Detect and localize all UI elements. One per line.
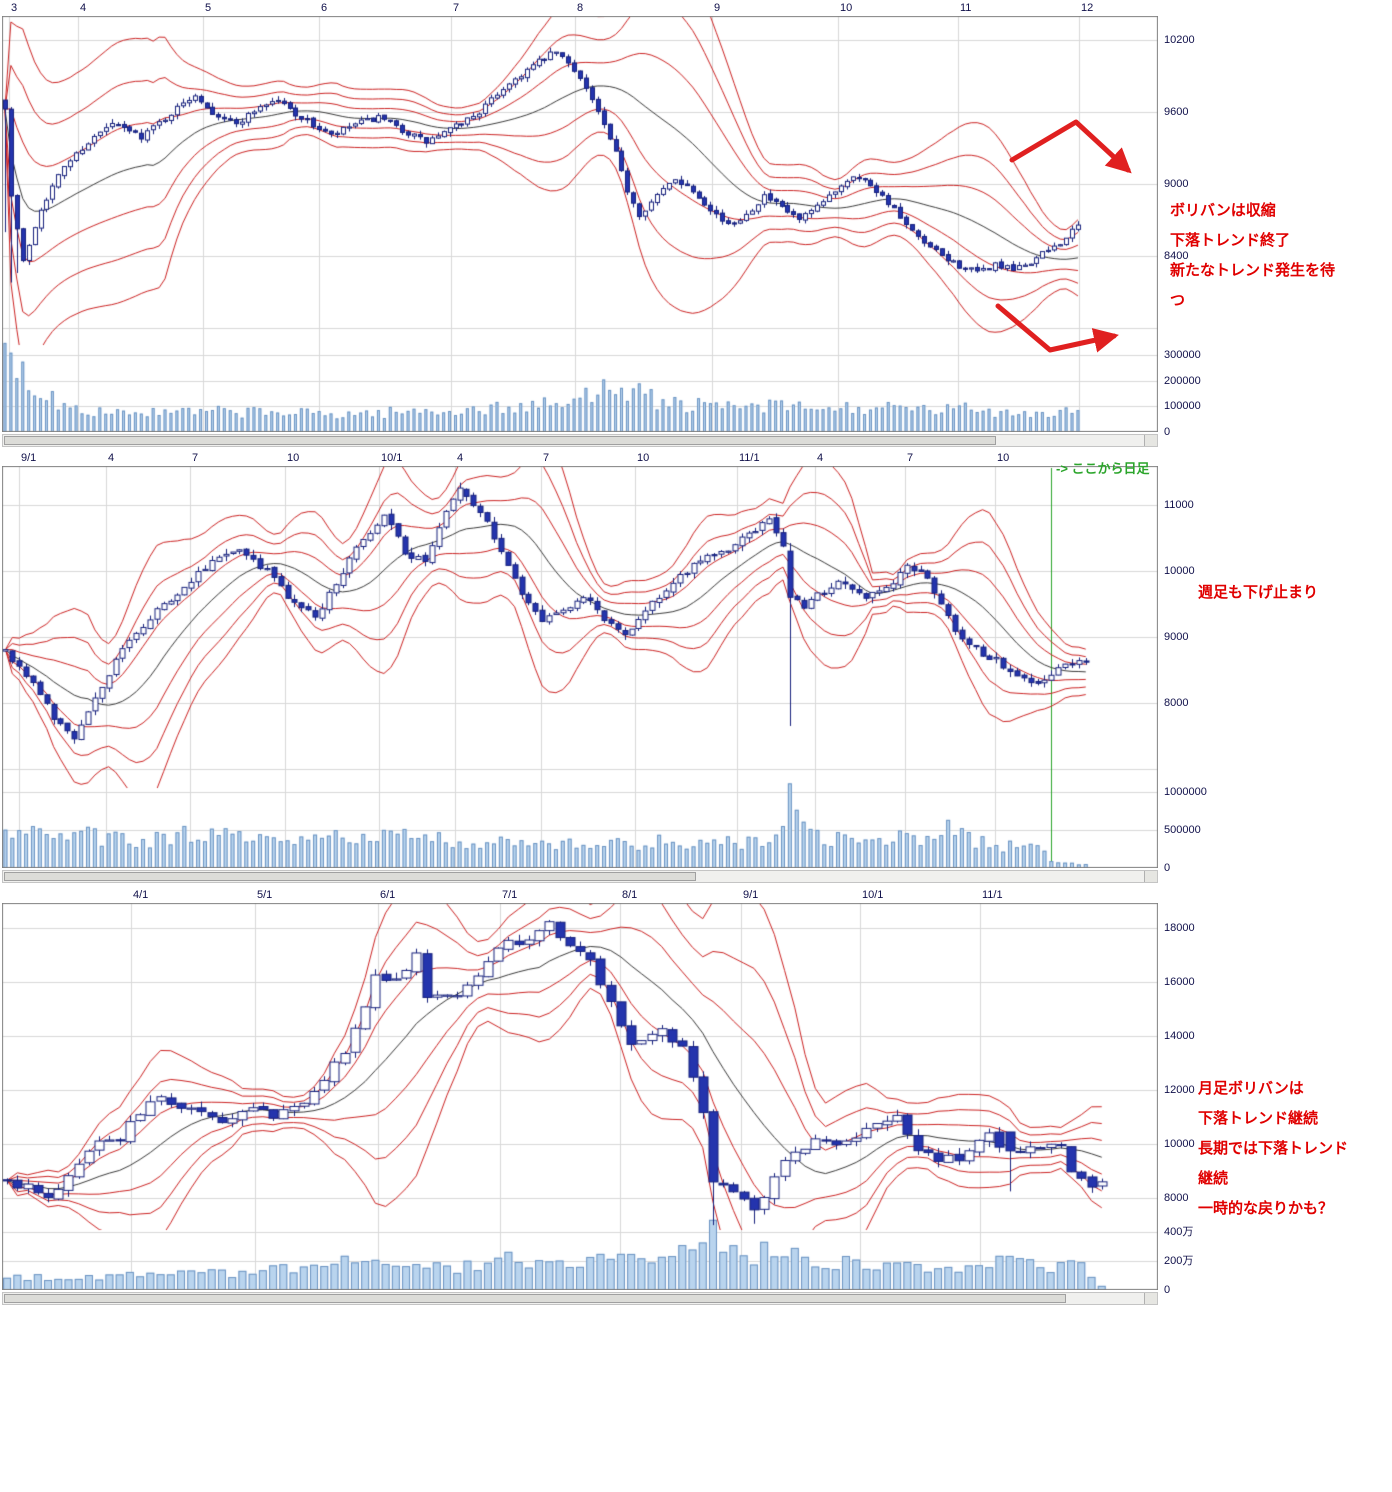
monthly-y-axis-label: 16000 — [1164, 976, 1195, 988]
daily-x-axis-label: 10 — [840, 2, 853, 14]
monthly-scrollbar[interactable] — [2, 1292, 1158, 1305]
daily-x-axis-label: 3 — [11, 2, 18, 14]
daily-volume-axis-label: 0 — [1164, 426, 1171, 438]
monthly-annotation-line: 長期では下落トレンド — [1198, 1140, 1349, 1157]
monthly-x-axis-label: 4/1 — [133, 889, 149, 901]
daily-y-axis-label: 9600 — [1164, 106, 1189, 118]
weekly-x-axis-label: 7 — [192, 452, 199, 464]
monthly-x-axis-label: 8/1 — [622, 889, 638, 901]
monthly-scrollbar-thumb[interactable] — [4, 1294, 1066, 1303]
weekly-x-axis-label: 7 — [907, 452, 914, 464]
daily-annotation-line: つ — [1170, 292, 1186, 309]
weekly-x-axis-label: 11/1 — [739, 452, 760, 464]
weekly-y-axis-label: 11000 — [1164, 499, 1194, 511]
daily-x-axis-label: 6 — [321, 2, 328, 14]
monthly-annotation-line: 下落トレンド継続 — [1198, 1110, 1319, 1127]
monthly-plot[interactable] — [2, 903, 1158, 1290]
daily-x-axis-label: 4 — [80, 2, 87, 14]
monthly-annotation-line: 継続 — [1198, 1170, 1229, 1187]
weekly-scrollbar-button[interactable] — [1144, 871, 1157, 882]
weekly-marker-label: -> ここから日足 — [1056, 461, 1150, 476]
monthly-volume-axis-label: 200万 — [1164, 1255, 1194, 1267]
weekly-y-axis-label: 8000 — [1164, 697, 1189, 709]
daily-x-axis-label: 7 — [453, 2, 460, 14]
monthly-x-axis-label: 7/1 — [502, 889, 518, 901]
weekly-x-axis-label: 4 — [108, 452, 115, 464]
monthly-volume-axis-label: 400万 — [1164, 1226, 1194, 1238]
daily-plot[interactable] — [2, 16, 1158, 432]
daily-volume-axis-label: 300000 — [1164, 349, 1201, 361]
monthly-x-axis-label: 10/1 — [862, 889, 884, 901]
monthly-y-axis-label: 14000 — [1164, 1030, 1195, 1042]
monthly-x-axis-label: 5/1 — [257, 889, 273, 901]
daily-annotation-line: ボリバンは収縮 — [1170, 202, 1276, 219]
weekly-y-axis-label: 9000 — [1164, 631, 1189, 643]
daily-y-axis-label: 10200 — [1164, 34, 1195, 46]
monthly-x-axis-label: 9/1 — [743, 889, 759, 901]
daily-scrollbar[interactable] — [2, 434, 1158, 447]
weekly-x-axis-label: 9/1 — [21, 452, 37, 464]
weekly-x-axis-label: 10 — [637, 452, 650, 464]
daily-y-axis-label: 9000 — [1164, 178, 1189, 190]
monthly-y-axis-label: 12000 — [1164, 1084, 1195, 1096]
monthly-x-axis-label: 11/1 — [982, 889, 1003, 901]
daily-x-axis-label: 5 — [205, 2, 212, 14]
daily-annotation-line: 下落トレンド終了 — [1170, 232, 1291, 249]
weekly-volume-axis-label: 1000000 — [1164, 786, 1207, 798]
daily-annotation-line: 新たなトレンド発生を待 — [1170, 262, 1336, 279]
monthly-y-axis-label: 8000 — [1164, 1192, 1189, 1204]
weekly-plot[interactable] — [2, 466, 1158, 868]
monthly-y-axis-label: 18000 — [1164, 922, 1195, 934]
monthly-annotation: 月足ボリバンは 下落トレンド継続 長期では下落トレンド 継続 一時的な戻りかも？ — [1198, 1074, 1348, 1224]
weekly-volume-axis-label: 500000 — [1164, 824, 1201, 836]
weekly-scrollbar-thumb[interactable] — [4, 872, 697, 881]
weekly-x-axis-label: 4 — [817, 452, 824, 464]
weekly-x-axis-label: 4 — [457, 452, 464, 464]
weekly-x-axis-label: 7 — [543, 452, 550, 464]
monthly-y-axis-label: 10000 — [1164, 1138, 1195, 1150]
weekly-x-axis-label: 10 — [287, 452, 300, 464]
monthly-scrollbar-button[interactable] — [1144, 1293, 1157, 1304]
monthly-volume-axis-label: 0 — [1164, 1284, 1171, 1296]
daily-volume-axis-label: 100000 — [1164, 400, 1201, 412]
weekly-y-axis-label: 10000 — [1164, 565, 1195, 577]
daily-x-axis-label: 11 — [960, 2, 972, 14]
daily-scrollbar-thumb[interactable] — [4, 436, 997, 445]
weekly-volume-axis-label: 0 — [1164, 862, 1171, 874]
daily-annotation: ボリバンは収縮 下落トレンド終了 新たなトレンド発生を待 つ — [1170, 196, 1335, 316]
daily-x-axis-label: 9 — [714, 2, 721, 14]
daily-x-axis-label: 8 — [577, 2, 584, 14]
weekly-x-axis-label: 10 — [997, 452, 1010, 464]
daily-scrollbar-button[interactable] — [1144, 435, 1157, 446]
monthly-annotation-line: 月足ボリバンは — [1198, 1080, 1304, 1097]
weekly-x-axis-label: 10/1 — [381, 452, 403, 464]
weekly-scrollbar[interactable] — [2, 870, 1158, 883]
monthly-x-axis-label: 6/1 — [380, 889, 396, 901]
daily-volume-axis-label: 200000 — [1164, 375, 1201, 387]
daily-y-axis-label: 8400 — [1164, 250, 1189, 262]
monthly-annotation-line: 一時的な戻りかも？ — [1198, 1200, 1334, 1217]
weekly-annotation: 週足も下げ止まり — [1198, 584, 1319, 601]
daily-x-axis-label: 12 — [1081, 2, 1094, 14]
